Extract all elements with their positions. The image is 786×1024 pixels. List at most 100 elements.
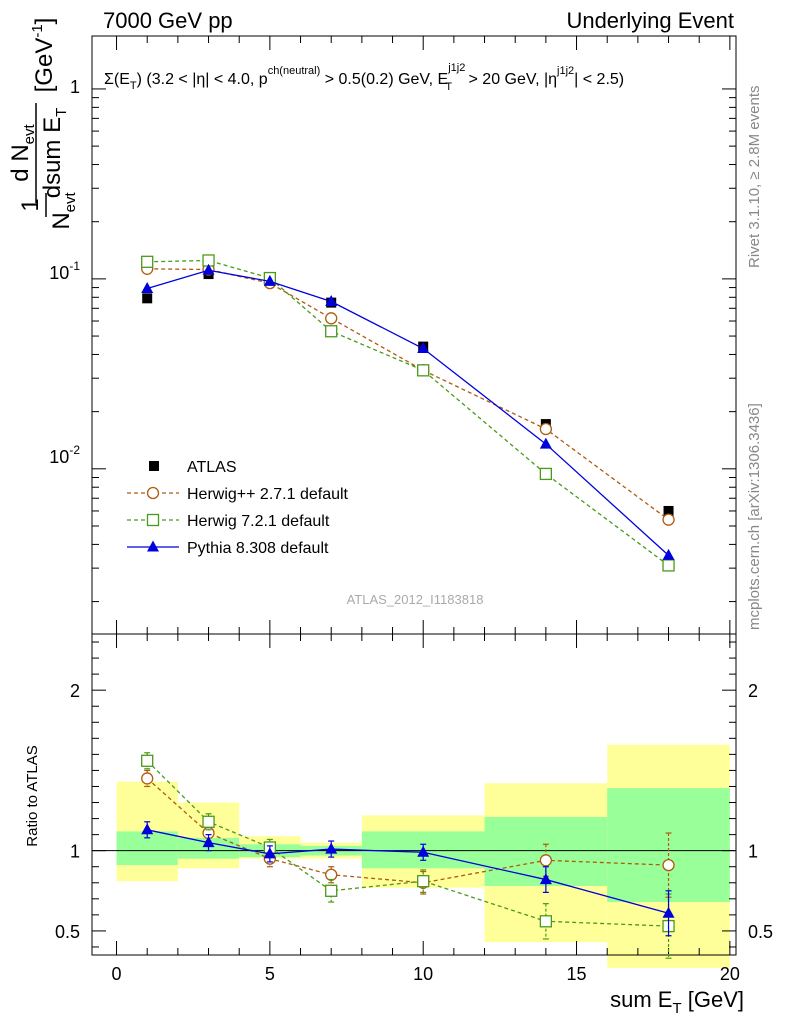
y-tick-label-0.1: 10-1 xyxy=(49,259,80,283)
series-0-main-point-5 xyxy=(539,422,553,436)
x-axis-title: sum ET [GeV] xyxy=(610,987,744,1017)
ylabel-evt-a: evt xyxy=(62,191,79,212)
legend-marker-1 xyxy=(146,513,160,527)
x-tick-label-5: 5 xyxy=(265,964,275,984)
legend-marker-0 xyxy=(146,486,160,500)
ylabel-n: N xyxy=(48,212,75,229)
y-tick-label-1: 1 xyxy=(70,77,80,97)
xlabel-unit: [GeV] xyxy=(682,987,744,1012)
x-tick-label-0: 0 xyxy=(112,964,122,984)
title-e: | < 2.5) xyxy=(574,71,624,88)
series-2-main-point-2 xyxy=(263,274,276,286)
ylabel-unit-sup: -1 xyxy=(29,24,46,37)
ylabel-dsum: dsum E xyxy=(39,117,66,198)
legend-label-1: Herwig 7.2.1 default xyxy=(187,513,330,530)
series-1-ratio-point-1 xyxy=(202,815,215,828)
y-tick-base-0.01: 10 xyxy=(49,447,69,467)
svg-text:1: 1 xyxy=(17,198,44,211)
svg-text:d Nevt: d Nevt xyxy=(7,123,38,181)
ylabel-evt-b: evt xyxy=(21,123,38,144)
legend-marker-2 xyxy=(147,540,159,552)
series-line-main-0 xyxy=(147,268,669,521)
y-tick-base-0.1: 10 xyxy=(49,263,69,283)
series-1-ratio-point-4 xyxy=(417,875,430,888)
atlas-point-6 xyxy=(663,505,674,516)
series-2-ratio-point-2 xyxy=(263,847,276,859)
series-1-main-point-0 xyxy=(141,255,154,268)
series-0-ratio-point-5 xyxy=(539,854,553,867)
series-2-main-point-5 xyxy=(539,437,552,449)
series-1-main-point-3 xyxy=(325,325,338,338)
ratio-y-tick-label-left-2: 2 xyxy=(70,681,80,701)
title-c-sup: j1j2 xyxy=(447,62,465,74)
title-d: > 20 GeV, |η xyxy=(464,71,557,88)
series-2-main-point-6 xyxy=(662,548,675,560)
ratio-y-tick-label-left-1: 1 xyxy=(70,842,80,862)
y-tick-exp-0.1: -1 xyxy=(69,259,80,273)
x-tick-labels: 0 5 10 15 20 xyxy=(112,964,740,984)
ratio-frame xyxy=(91,633,737,956)
y-axis-title: 1 Nevt d Nevt dsum ET [GeV-1] xyxy=(7,18,79,230)
series-1-main-point-4 xyxy=(417,364,430,377)
series-2-ratio-point-6 xyxy=(662,906,675,918)
ylabel-unit: [GeV xyxy=(31,38,58,93)
title-c-sub: T xyxy=(445,81,452,93)
series-0-main-point-6 xyxy=(662,513,675,526)
series-2-main-point-3 xyxy=(325,295,338,307)
svg-text:[GeV-1]: [GeV-1] xyxy=(29,18,58,93)
ratio-y-tick-label-right-0.5: 0.5 xyxy=(748,922,773,942)
ratio-plot xyxy=(91,633,737,959)
title-a: Σ(E xyxy=(104,71,130,88)
title-d-sup: j1j2 xyxy=(556,65,574,77)
header-left: 7000 GeV pp xyxy=(103,8,233,33)
xlabel-main: sum E xyxy=(610,987,672,1012)
ratio-y-tick-label-right-1: 1 xyxy=(748,842,758,862)
atlas-point-0 xyxy=(142,293,153,304)
x-tick-label-10: 10 xyxy=(413,964,433,984)
y-tick-exp-0.01: -2 xyxy=(69,443,80,457)
ylabel-d: d N xyxy=(7,144,34,181)
series-2-ratio-point-5 xyxy=(539,873,552,885)
ratio-y-axis-title: Ratio to ATLAS xyxy=(24,745,41,846)
title-a-sub: T xyxy=(130,80,137,92)
y-tick-label-0.01: 10-2 xyxy=(49,443,80,467)
series-2-ratio-point-1 xyxy=(202,836,215,848)
ylabel-unit-end: ] xyxy=(31,18,58,25)
header-right: Underlying Event xyxy=(566,8,734,33)
series-2-ratio-point-0 xyxy=(141,823,154,835)
ylabel-one: 1 xyxy=(17,198,44,211)
x-tick-label-15: 15 xyxy=(567,964,587,984)
series-1-main-point-5 xyxy=(539,467,553,481)
x-tick-label-20: 20 xyxy=(720,964,740,984)
legend: ATLAS Herwig++ 2.7.1 default Herwig 7.2.1 … xyxy=(127,459,349,557)
legend-marker-atlas xyxy=(149,461,159,471)
chart-title: Σ(ET) (3.2 < |η| < 4.0, pch(neutral) > 0… xyxy=(104,62,624,93)
svg-text:Nevt: Nevt xyxy=(48,191,79,229)
watermark: ATLAS_2012_I1183818 xyxy=(347,592,484,607)
series-2-ratio-point-4 xyxy=(417,845,430,857)
series-0-main-point-3 xyxy=(325,312,338,325)
series-2-main-point-0 xyxy=(141,281,154,293)
svg-text:dsum ET: dsum ET xyxy=(39,108,70,199)
series-0-ratio-point-3 xyxy=(325,868,338,881)
title-b-sup: ch(neutral) xyxy=(268,65,321,77)
series-2-ratio-point-3 xyxy=(325,842,338,854)
legend-label-atlas: ATLAS xyxy=(187,459,237,476)
series-1-main-point-6 xyxy=(662,559,675,572)
ratio-y-tick-label-right-2: 2 xyxy=(748,681,758,701)
ratio-y-tick-label-left-0.5: 0.5 xyxy=(55,922,80,942)
title-b: ) (3.2 < |η| < 4.0, p xyxy=(137,71,268,88)
series-0-ratio-point-0 xyxy=(141,772,154,785)
series-1-ratio-point-3 xyxy=(325,884,338,897)
series-0-ratio-point-6 xyxy=(662,858,675,872)
series-1-ratio-point-5 xyxy=(539,915,553,928)
xlabel-sub: T xyxy=(672,1000,681,1017)
ylabel-t: T xyxy=(53,108,70,117)
series-2-main-point-4 xyxy=(417,341,430,353)
series-1-ratio-point-0 xyxy=(141,754,154,767)
main-plot xyxy=(91,35,737,635)
legend-label-0: Herwig++ 2.7.1 default xyxy=(187,486,349,503)
series-2-main-point-1 xyxy=(202,263,215,275)
ratio-tick-labels: 0.5 0.5 1 1 2 2 xyxy=(55,681,773,942)
